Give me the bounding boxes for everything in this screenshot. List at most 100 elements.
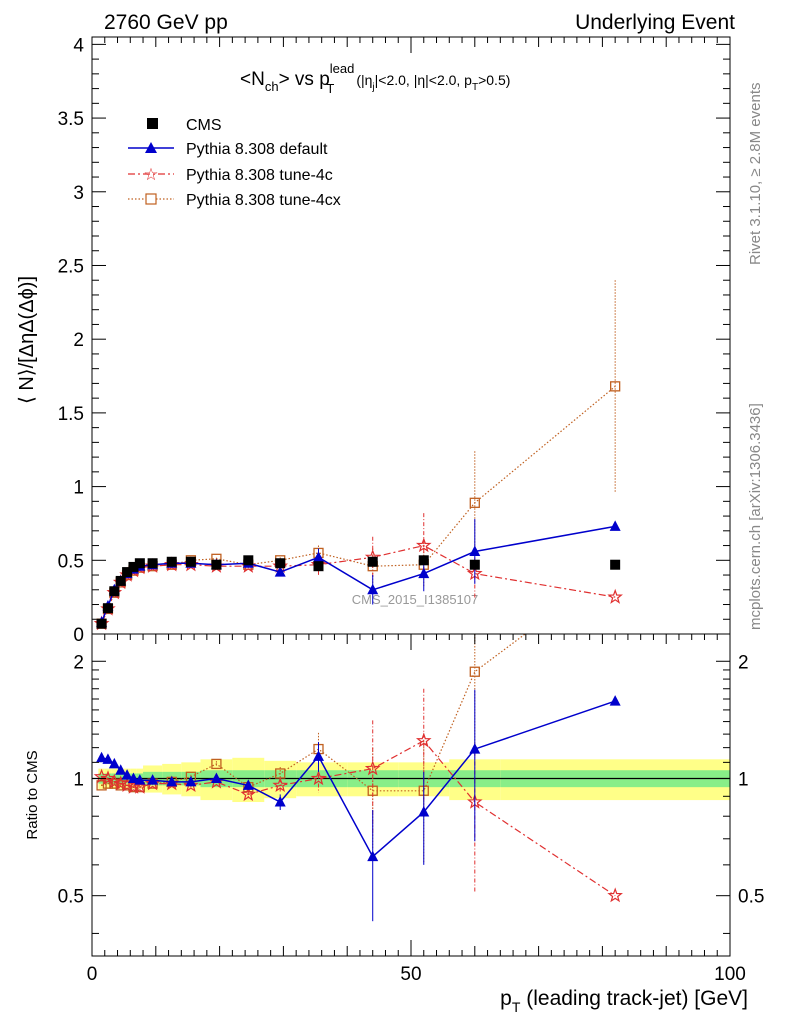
ratio-tune4cx-point xyxy=(469,666,480,677)
ratio-tune4c-point xyxy=(132,778,148,794)
ratio-y-tick-label-right: 1 xyxy=(738,769,749,790)
ratio-tune4cx-point xyxy=(211,758,222,770)
x-tick-label: 100 xyxy=(714,964,746,985)
cms-data-point xyxy=(134,558,145,569)
mcplots-side-text: mcplots.cern.ch [arXiv:1306.3436] xyxy=(747,403,764,630)
main-y-tick-label: 0.5 xyxy=(58,551,84,572)
main-y-tick-label: 3 xyxy=(73,183,84,204)
legend-tune4c-marker: ☆ xyxy=(143,165,158,185)
legend-cms-marker xyxy=(147,118,158,129)
ratio-tune4c-point xyxy=(240,786,257,802)
ratio-tune4c-point xyxy=(112,775,129,791)
ratio-y-tick-label: 1 xyxy=(73,769,84,790)
ratio-tune4c-point xyxy=(119,777,135,792)
cms-data-point xyxy=(243,555,254,566)
main-tune4c-line xyxy=(101,544,616,624)
main-y-tick-label: 2 xyxy=(73,330,84,351)
title-cuts-a-sub: j xyxy=(371,82,374,93)
ratio-default-point xyxy=(609,695,621,706)
main-tune4cx-point xyxy=(610,381,621,392)
main-y-tick-label: 1 xyxy=(73,478,84,499)
main-default-point xyxy=(418,567,430,579)
main-default-point xyxy=(367,583,379,595)
ratio-tune4c-point xyxy=(607,887,623,903)
ratio-default-point xyxy=(418,806,430,817)
ratio-default-point xyxy=(147,774,159,785)
ratio-default-point xyxy=(115,764,127,775)
cms-data-point xyxy=(96,618,107,629)
main-panel: 0 0.5 1 1.5 2 2.5 3 3.5 4 CMS_2015_I1385107 <Nch… xyxy=(16,35,731,646)
legend-default-label: Pythia 8.308 default xyxy=(186,141,328,158)
rivet-side-text: Rivet 3.1.10, ≥ 2.8M events xyxy=(747,83,764,266)
x-axis-label: pT (leading track-jet) [GeV] xyxy=(500,987,748,1015)
x-axis-label-sub: T xyxy=(512,999,521,1015)
ratio-panel: 0.5 0.51 12 2 0 50 100 Ratio to CMS pT (leadi… xyxy=(24,37,764,1015)
cms-data-point xyxy=(418,555,429,566)
ratio-tune4c-point xyxy=(144,775,161,791)
ratio-y-tick-label-right: 2 xyxy=(738,652,749,673)
cms-data-point xyxy=(115,575,126,586)
legend-tune4cx-label: Pythia 8.308 tune-4cx xyxy=(186,192,341,209)
title-cuts-a: (|η xyxy=(356,72,372,88)
main-y-axis-label: ⟨ N⟩/[ΔηΔ(Δϕ)] xyxy=(16,276,38,404)
main-y-ticks: 0 0.5 1 1.5 2 2.5 3 3.5 4 xyxy=(58,35,730,646)
ratio-default-point xyxy=(96,751,108,763)
ratio-default-point xyxy=(210,772,222,783)
ratio-default-point xyxy=(312,750,324,761)
cms-data-point xyxy=(128,561,139,572)
ratio-band xyxy=(92,757,730,803)
title-cuts-b: |<2.0, |η|<2.0, p xyxy=(375,72,473,88)
main-tune4cx-line xyxy=(101,385,616,624)
header-left: 2760 GeV pp xyxy=(104,11,228,34)
main-default-point xyxy=(274,566,286,577)
ratio-default-point xyxy=(134,774,146,785)
ratio-default-point xyxy=(121,769,133,780)
main-series xyxy=(93,280,623,631)
title-vs-sup: lead xyxy=(330,61,355,76)
ratio-y-axis-label: Ratio to CMS xyxy=(24,750,41,839)
ratio-tune4c-point xyxy=(100,770,116,786)
main-tune4c-point xyxy=(607,588,623,604)
ratio-default-point xyxy=(185,775,197,787)
ratio-series xyxy=(93,634,623,922)
ratio-default-point xyxy=(274,796,286,807)
ratio-default-point xyxy=(127,772,139,783)
cms-data-point xyxy=(367,556,378,567)
cms-data-point xyxy=(102,603,113,614)
ratio-tune4c-point xyxy=(364,760,381,776)
ratio-y-ticks: 0.5 0.5 1 1 2 2 xyxy=(58,652,764,934)
main-y-tick-label: 1.5 xyxy=(58,404,84,425)
ratio-tune4c-point xyxy=(93,768,110,784)
cms-data-point xyxy=(610,559,621,570)
x-axis-label-rest: (leading track-jet) [GeV] xyxy=(520,987,748,1010)
ratio-tune4c-point xyxy=(415,732,432,748)
title-cuts-b-sub: T xyxy=(472,82,478,93)
cms-data-point xyxy=(313,561,324,572)
ratio-tune4c-line xyxy=(101,739,616,897)
ratio-default-point xyxy=(166,775,178,787)
legend-tune4cx-marker xyxy=(145,193,157,205)
title-main-sub: ch xyxy=(265,79,279,94)
title-vs: > vs p xyxy=(279,69,330,90)
main-y-tick-label: 4 xyxy=(73,35,84,56)
ratio-y-tick-label-right: 0.5 xyxy=(738,887,764,908)
legend-default-marker xyxy=(145,142,157,153)
ratio-tune4c-point xyxy=(310,770,327,786)
cms-data-point xyxy=(185,556,196,567)
header-right: Underlying Event xyxy=(575,11,735,34)
x-tick-label: 50 xyxy=(400,964,421,985)
ratio-tune4cx-point xyxy=(96,780,107,791)
ratio-default-point xyxy=(242,779,254,790)
main-y-tick-label: 3.5 xyxy=(58,109,84,130)
cms-data-point xyxy=(469,559,480,570)
ratio-y-tick-label: 2 xyxy=(73,652,84,673)
ratio-tune4cx-line xyxy=(101,634,527,792)
legend-cms-label: CMS xyxy=(186,117,222,134)
ratio-tune4c-point xyxy=(183,777,199,792)
title-main: <N xyxy=(240,69,265,90)
x-tick-label: 0 xyxy=(87,964,98,985)
main-tune4cx-point xyxy=(469,497,480,508)
cms-data-point xyxy=(122,567,133,578)
title-vs-sub: T xyxy=(326,81,334,96)
x-axis-label-p: p xyxy=(500,987,512,1010)
